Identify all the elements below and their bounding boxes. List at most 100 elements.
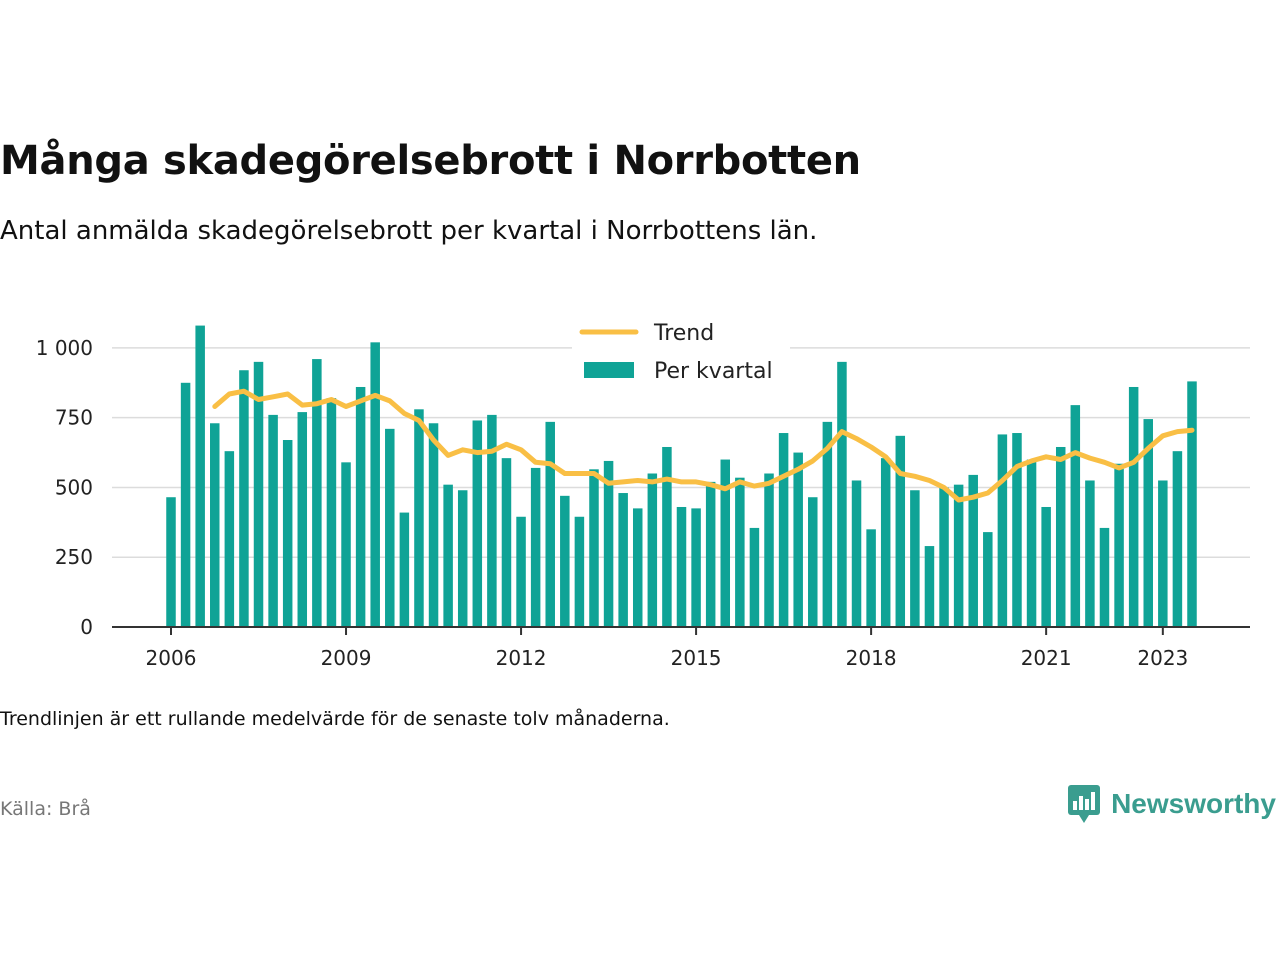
- chart-subtitle: Antal anmälda skadegörelsebrott per kvar…: [0, 216, 818, 246]
- bar: [253, 361, 264, 627]
- bar: [1085, 480, 1095, 627]
- bar: [355, 386, 366, 627]
- bar: [793, 452, 803, 627]
- bar: [1114, 463, 1124, 627]
- bar: [239, 370, 249, 627]
- bar: [443, 484, 453, 627]
- bar: [487, 414, 497, 627]
- trend-line-group: [212, 388, 1195, 503]
- bar: [457, 490, 468, 627]
- y-tick-label: 750: [55, 406, 93, 430]
- bar: [910, 490, 920, 627]
- bar: [632, 508, 643, 627]
- bar: [501, 458, 512, 627]
- bars: [166, 325, 1197, 627]
- x-tick-label: 2023: [1137, 646, 1188, 670]
- legend-trend-label: Trend: [653, 321, 714, 346]
- y-tick-label: 1 000: [36, 336, 93, 360]
- bar: [516, 516, 526, 627]
- bar: [530, 467, 541, 627]
- bar-chart: 0 250 500 750 1 000 2006 2009 2012 2015 2018 2021 2…: [36, 314, 1250, 670]
- legend-bar-swatch: [584, 362, 634, 378]
- x-tick-label: 2015: [671, 646, 722, 670]
- bar: [1099, 527, 1110, 627]
- bar: [924, 546, 935, 627]
- legend-background: [572, 314, 790, 394]
- bar: [589, 469, 599, 627]
- bar: [472, 420, 483, 627]
- bar: [822, 421, 833, 627]
- bar: [312, 359, 322, 627]
- bar: [297, 412, 308, 627]
- bar: [428, 423, 439, 627]
- bar: [326, 398, 337, 627]
- bar: [399, 512, 410, 627]
- bar: [1187, 381, 1197, 627]
- bar: [210, 423, 220, 627]
- bar: [895, 435, 906, 627]
- bar: [866, 529, 876, 627]
- bar: [851, 480, 862, 627]
- legend: Trend Per kvartal: [572, 314, 790, 394]
- x-tick-label: 2018: [846, 646, 897, 670]
- bar: [414, 409, 424, 627]
- bar: [166, 497, 176, 627]
- bar: [195, 325, 205, 627]
- bar: [1158, 480, 1168, 627]
- bar: [1143, 419, 1153, 627]
- y-tick-label: 250: [55, 545, 93, 569]
- bar: [1041, 506, 1051, 627]
- bar: [1128, 386, 1139, 627]
- source-credit: Källa: Brå: [0, 798, 91, 820]
- bar: [676, 506, 687, 627]
- bar: [691, 508, 701, 627]
- bar: [618, 493, 628, 627]
- bar: [735, 477, 745, 627]
- bar: [1026, 459, 1037, 627]
- axes: 0 250 500 750 1 000 2006 2009 2012 2015 2018 2021 2…: [36, 336, 1250, 670]
- trend-line: [212, 388, 1195, 503]
- x-tick-label: 2009: [321, 646, 372, 670]
- bar: [997, 434, 1008, 627]
- bar: [385, 428, 395, 627]
- footnote: Trendlinjen är ett rullande medelvärde f…: [0, 708, 670, 730]
- bar: [603, 460, 614, 627]
- bar: [808, 497, 818, 627]
- bar: [720, 459, 731, 627]
- bar: [1055, 446, 1066, 627]
- bar: [939, 487, 949, 627]
- bar: [574, 516, 585, 627]
- bar: [705, 481, 716, 627]
- brand-name: Newsworthy: [1111, 788, 1276, 819]
- legend-bar-label: Per kvartal: [654, 359, 773, 384]
- bar: [953, 484, 964, 627]
- bar: [224, 451, 235, 627]
- bar: [647, 473, 658, 627]
- bar: [880, 458, 891, 627]
- bar: [764, 473, 774, 627]
- bar: [282, 440, 293, 627]
- chart-title: Många skadegörelsebrott i Norrbotten: [0, 138, 861, 184]
- y-tick-label: 0: [80, 615, 93, 639]
- x-tick-label: 2006: [146, 646, 197, 670]
- y-tick-label: 500: [55, 475, 93, 499]
- bar: [1172, 451, 1183, 627]
- bar: [560, 495, 570, 627]
- bar: [370, 342, 380, 627]
- x-tick-label: 2021: [1021, 646, 1072, 670]
- bar: [837, 361, 847, 627]
- bar: [749, 527, 760, 627]
- bar: [268, 414, 278, 627]
- bar: [778, 433, 789, 627]
- brand-logo: Newsworthy: [1067, 784, 1276, 824]
- bar: [341, 462, 351, 627]
- bar: [983, 532, 993, 627]
- bar: [968, 474, 978, 627]
- bar: [662, 446, 672, 627]
- bar: [1012, 433, 1022, 627]
- bar: [180, 382, 191, 627]
- bar: [1070, 405, 1081, 627]
- bar: [545, 421, 555, 627]
- x-tick-label: 2012: [496, 646, 547, 670]
- newsworthy-logo-icon: [1068, 785, 1101, 823]
